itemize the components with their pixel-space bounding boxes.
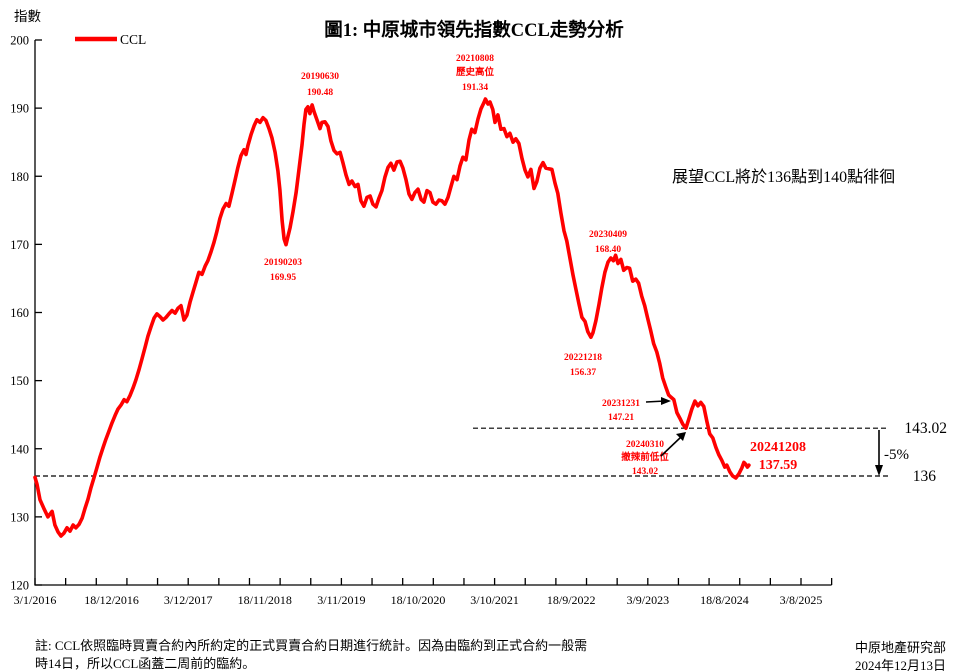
annotation-20210808-label: 歷史高位	[456, 66, 495, 78]
x-tick-label: 18/8/2024	[700, 593, 749, 607]
annotation-20240310-date: 20240310	[626, 440, 664, 450]
chart-title: 圖1: 中原城市領先指數CCL走勢分析	[324, 19, 624, 41]
x-tick-label: 18/9/2022	[547, 593, 596, 607]
x-tick-label: 3/1/2016	[14, 593, 57, 607]
annotation-20241208-date: 20241208	[750, 440, 806, 455]
note-line2: 時14日，所以CCL函蓋二周前的臨約。	[35, 656, 255, 671]
annotation-20230409-value: 168.40	[595, 245, 621, 255]
annotation-20190203-value: 169.95	[270, 273, 296, 283]
ref-upper-label: 143.02	[904, 420, 947, 437]
arrow-20240310	[660, 432, 686, 457]
x-tick-label: 18/10/2020	[391, 593, 446, 607]
annotation-20231231-date: 20231231	[602, 399, 640, 409]
x-tick-label: 3/10/2021	[470, 593, 519, 607]
annotation-20221218-value: 156.37	[570, 368, 596, 378]
ref-lower-label: 136	[913, 468, 937, 485]
y-tick-label: 160	[10, 306, 29, 320]
annotation-20210808-value: 191.34	[462, 83, 488, 93]
annotation-20190203-date: 20190203	[264, 258, 302, 268]
x-tick-label: 3/11/2019	[317, 593, 365, 607]
source-org: 中原地產研究部	[855, 640, 946, 655]
annotation-20240310-label: 撤辣前低位	[621, 451, 669, 463]
y-tick-label: 140	[10, 442, 29, 456]
x-tick-label: 3/9/2023	[626, 593, 669, 607]
y-tick-label: 120	[10, 579, 29, 593]
x-tick-label: 3/8/2025	[780, 593, 823, 607]
legend-label: CCL	[120, 32, 146, 47]
annotation-20210808-date: 20210808	[456, 54, 494, 64]
annotation-20230409-date: 20230409	[589, 230, 627, 240]
annotation-20231231-value: 147.21	[608, 413, 634, 423]
source-date: 2024年12月13日	[855, 658, 946, 672]
y-tick-label: 180	[10, 170, 29, 184]
axis-lines	[34, 40, 832, 586]
y-axis-labels: 200 190 180 170 160 150 140 130 120	[10, 34, 29, 593]
x-axis-ticks	[34, 578, 833, 585]
annotation-20190630-date: 20190630	[301, 72, 339, 82]
drop-percent-label: -5%	[884, 447, 909, 463]
y-tick-label: 150	[10, 374, 29, 388]
x-axis-labels: 3/1/2016 18/12/2016 3/12/2017 18/11/2018 3/1…	[14, 593, 823, 607]
annotation-20241208-value: 137.59	[759, 458, 798, 473]
ccl-series-line	[33, 97, 751, 538]
annotation-20240310-value: 143.02	[632, 467, 658, 477]
arrow-drop-5pct	[875, 430, 883, 476]
annotation-20221218-date: 20221218	[564, 353, 602, 363]
arrow-20231231	[645, 397, 671, 405]
y-axis-title: 指數	[14, 9, 41, 24]
y-tick-label: 200	[10, 34, 29, 48]
x-tick-label: 18/11/2018	[238, 593, 292, 607]
note-line1: 註: CCL依照臨時買賣合約內所約定的正式買賣合約日期進行統計。因為由臨約到正式…	[35, 638, 587, 653]
y-tick-label: 170	[10, 238, 29, 252]
outlook-text: 展望CCL將於136點到140點徘徊	[672, 168, 895, 186]
y-tick-label: 190	[10, 102, 29, 116]
x-tick-label: 3/12/2017	[164, 593, 213, 607]
annotation-20190630-value: 190.48	[307, 88, 333, 98]
y-tick-label: 130	[10, 510, 29, 524]
y-axis-ticks	[35, 39, 42, 586]
x-tick-label: 18/12/2016	[84, 593, 139, 607]
